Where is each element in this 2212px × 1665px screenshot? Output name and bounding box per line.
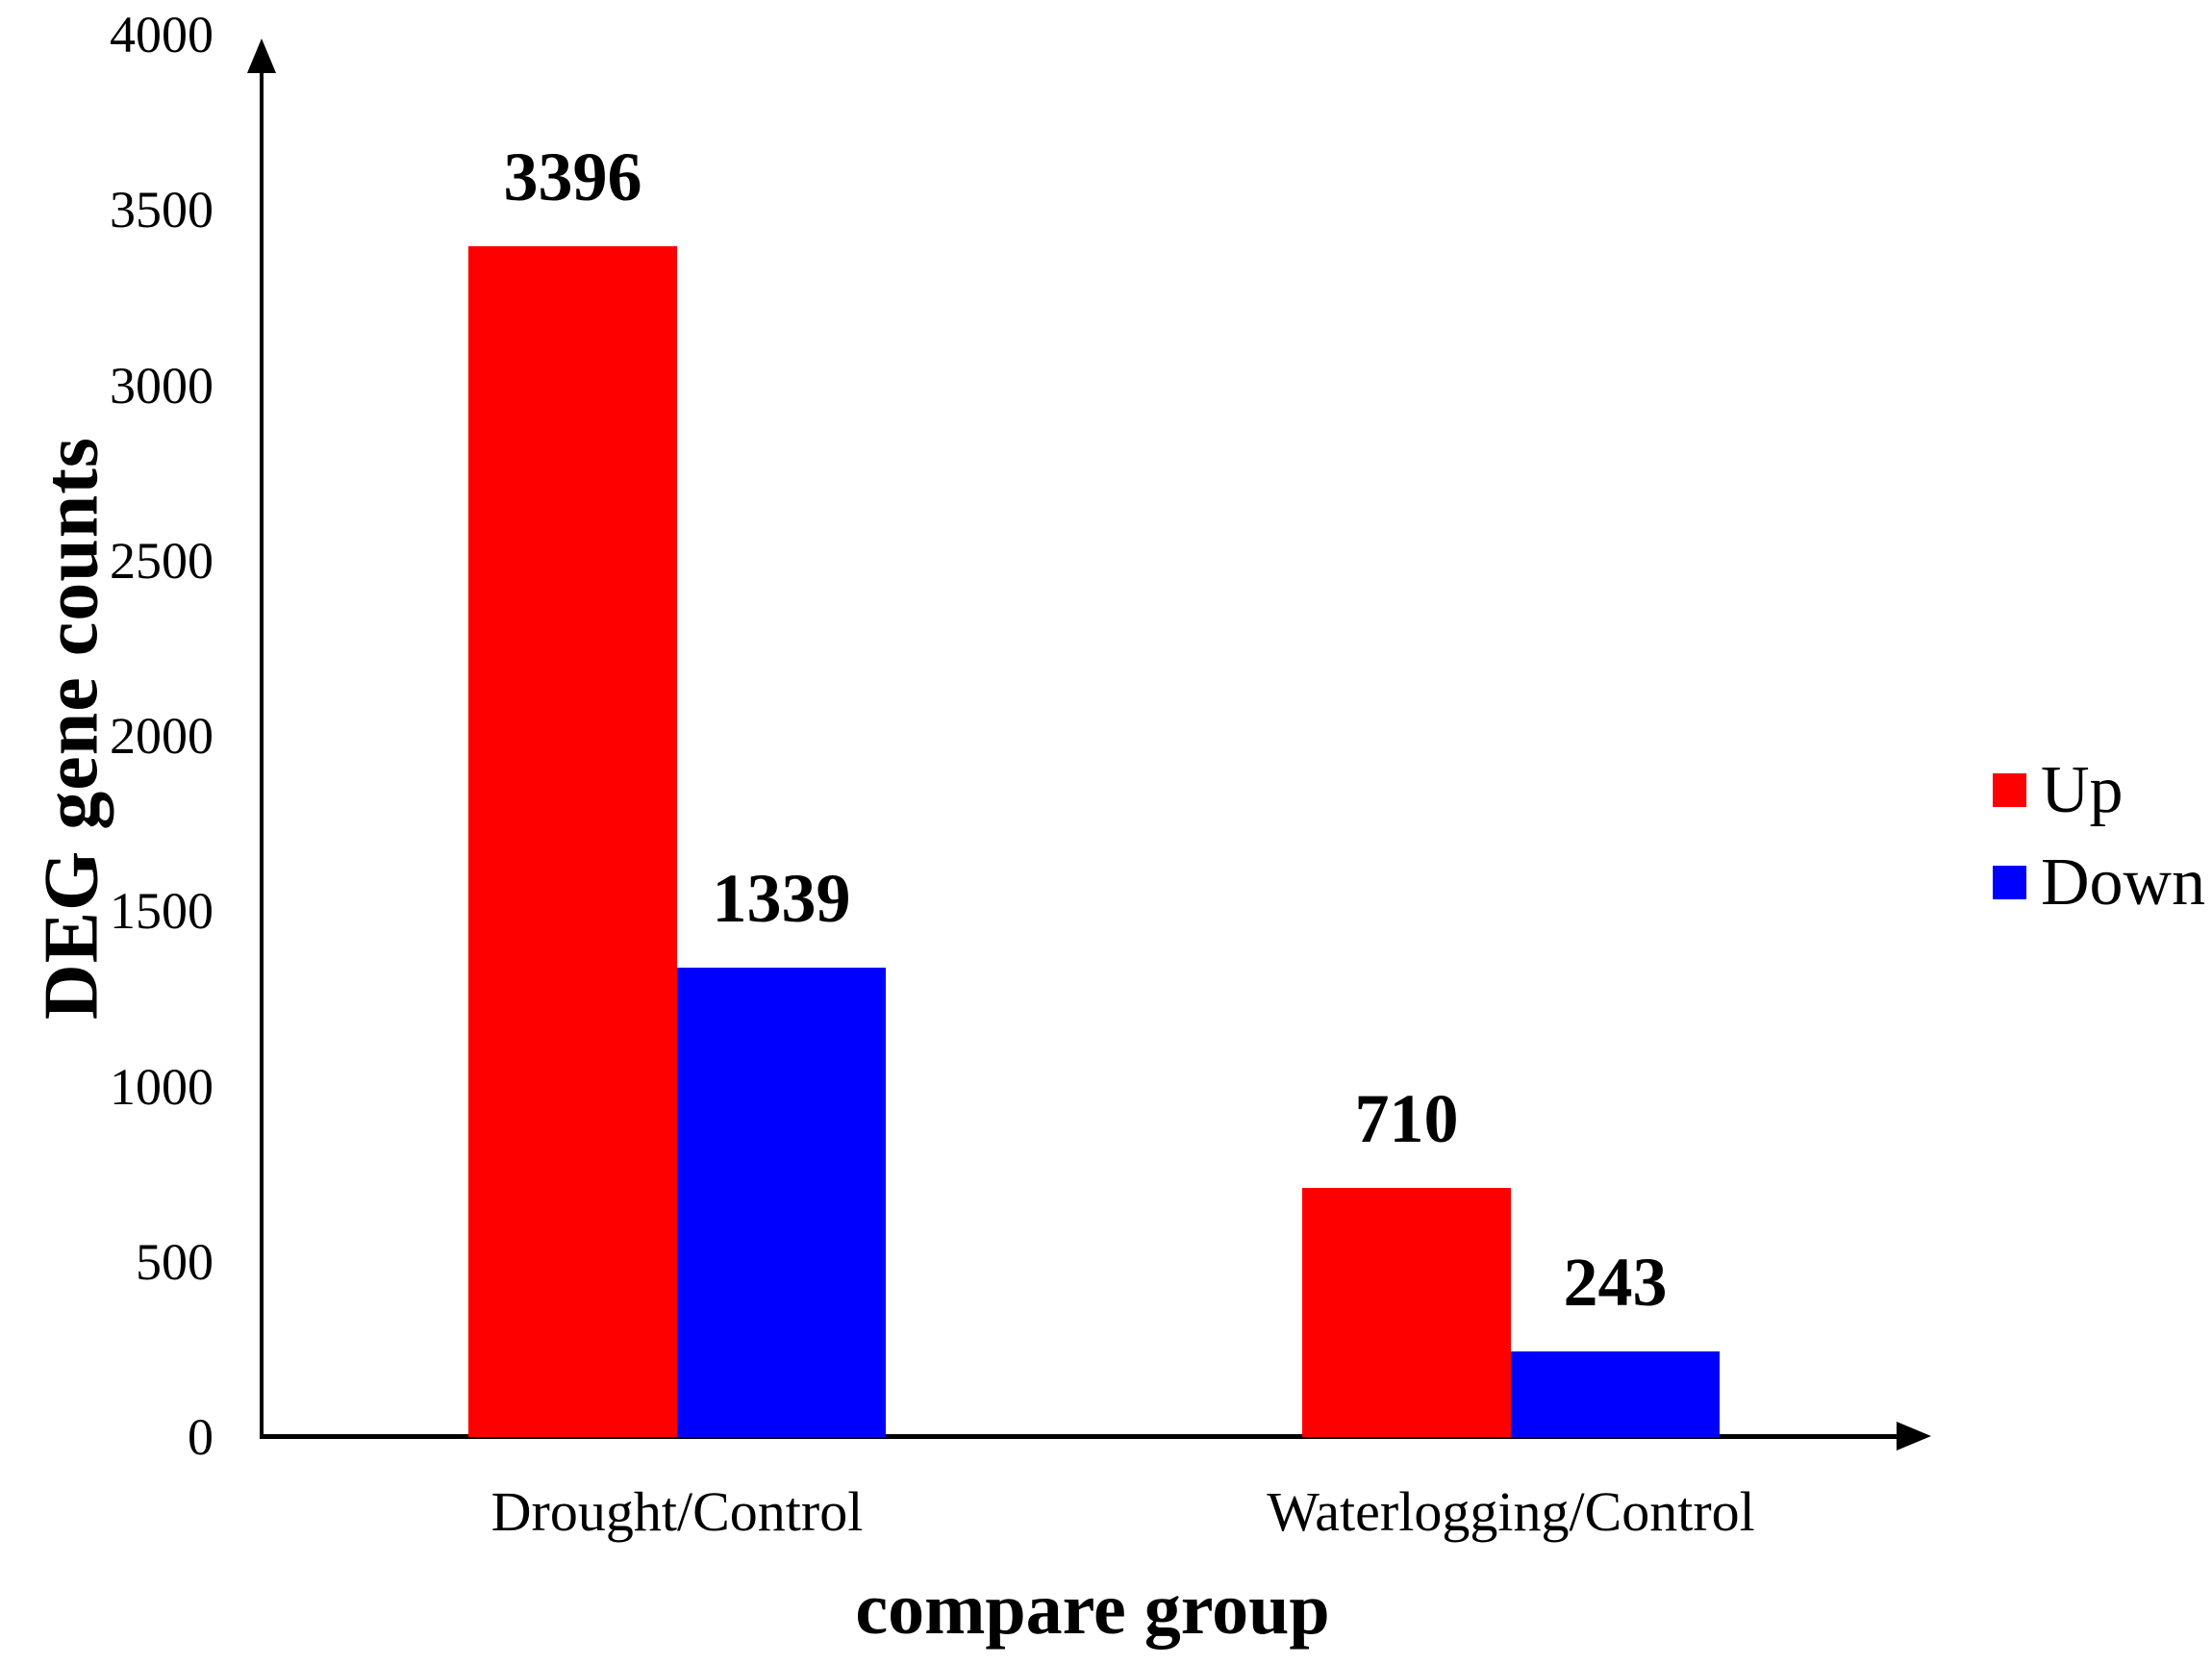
x-axis-line — [260, 1434, 1899, 1439]
x-axis-title: compare group — [855, 1569, 1330, 1650]
y-axis-tick-label: 2000 — [110, 707, 214, 765]
y-axis-tick-label: 3000 — [110, 356, 214, 415]
y-axis-tick-label: 500 — [136, 1232, 214, 1291]
y-axis-tick-label: 3500 — [110, 181, 214, 240]
bar-value-label: 1339 — [712, 859, 851, 937]
bar-down-2 — [1511, 1351, 1720, 1437]
x-axis-category-label: Waterlogging/Control — [1267, 1480, 1755, 1543]
y-axis-tick-label: 1000 — [110, 1057, 214, 1116]
bar-up-2 — [1302, 1188, 1511, 1437]
y-axis-tick-label: 2500 — [110, 531, 214, 590]
y-axis-tick-label: 4000 — [110, 6, 214, 63]
legend-item-down: Down — [1993, 848, 2205, 916]
bar-up-1 — [468, 246, 677, 1437]
y-axis-line — [260, 56, 264, 1439]
bar-value-label: 3396 — [503, 139, 642, 216]
y-axis-tick-label: 1500 — [110, 882, 214, 941]
legend-label: Down — [2041, 845, 2206, 920]
y-axis-tick-label: 0 — [188, 1408, 214, 1466]
x-axis-category-label: Drought/Control — [490, 1480, 864, 1543]
legend-label: Up — [2041, 752, 2124, 827]
bar-down-1 — [677, 967, 886, 1437]
y-axis-arrow-icon — [247, 38, 276, 73]
legend-swatch-icon — [1993, 866, 2026, 899]
x-axis-arrow-icon — [1897, 1422, 1931, 1451]
legend-swatch-icon — [1993, 773, 2026, 807]
legend-item-up: Up — [1993, 756, 2124, 823]
bar-value-label: 710 — [1354, 1080, 1459, 1158]
bar-value-label: 243 — [1563, 1244, 1668, 1322]
